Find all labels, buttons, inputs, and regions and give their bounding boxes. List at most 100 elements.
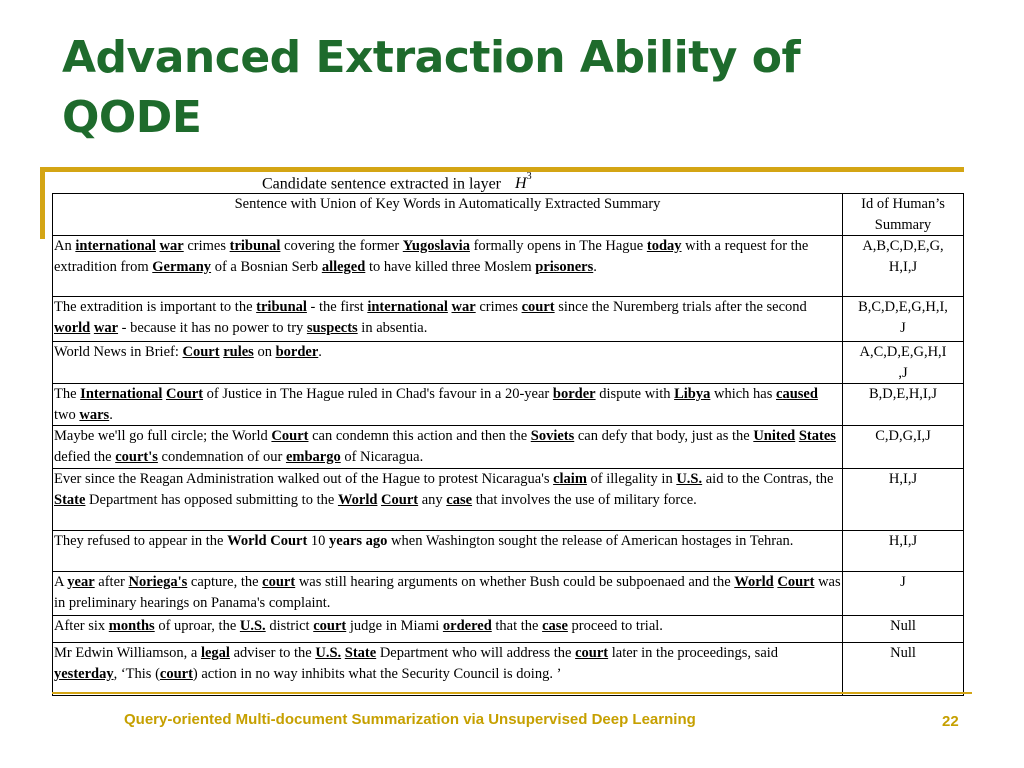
keyword: Yugoslavia <box>402 238 470 254</box>
keyword: border <box>552 386 596 402</box>
sentence-text: of Nicaragua. <box>340 448 424 465</box>
sentence-text: two <box>54 406 80 423</box>
keyword: case <box>446 491 473 508</box>
sentence-text: . <box>109 406 113 423</box>
sentence-text: crimes <box>475 299 522 315</box>
keyword: international <box>367 299 448 315</box>
keyword: world <box>54 319 91 336</box>
summary-id-cell: C,D,G,I,J <box>842 425 964 469</box>
sentence-cell: A year after Noriega's capture, the cour… <box>52 571 843 616</box>
slide-title-line-2: QODE <box>62 92 202 143</box>
sentence-cell: The International Court of Justice in Th… <box>52 383 843 426</box>
header-summary-id: Id of Human’s Summary <box>842 193 964 236</box>
sentence-text: judge in Miami <box>346 618 443 634</box>
keyword: Court <box>165 386 204 402</box>
sentence-text: . <box>318 344 322 360</box>
footer-divider <box>52 692 972 694</box>
summary-id-text: A,B,C,D,E,G, <box>862 238 944 254</box>
sentence-text: later in the proceedings, said <box>608 645 779 661</box>
keyword: International <box>80 386 163 402</box>
sentence-text: A <box>54 574 68 590</box>
extraction-table: Sentence with Union of Key Words in Auto… <box>52 193 964 696</box>
sentence-text: formally opens in The Hague <box>469 238 647 254</box>
sentence-text: Department who will address the <box>376 645 576 661</box>
keyword: case <box>542 618 568 634</box>
sentence-text: since the Nuremberg trials after the sec… <box>554 299 807 315</box>
sentence-text: crimes <box>183 238 230 254</box>
summary-id-cell: A,C,D,E,G,H,I ,J <box>842 341 964 384</box>
keyword-bold: years ago <box>329 533 388 549</box>
sentence-text: when Washington sought the release of Am… <box>387 533 794 549</box>
sentence-text: - the first <box>306 299 368 315</box>
table-row: Maybe we'll go full circle; the World Co… <box>52 425 964 469</box>
sentence-text: After six <box>54 618 109 634</box>
sentence-text: The extradition is important to the <box>54 299 257 315</box>
summary-id-cell: A,B,C,D,E,G, H,I,J <box>842 235 964 297</box>
keyword: States <box>798 428 836 444</box>
keyword: yesterday <box>54 665 114 682</box>
title-side-accent <box>40 167 45 239</box>
table-row: They refused to appear in the World Cour… <box>52 530 964 572</box>
sentence-text: can defy that body, just as the <box>574 428 754 444</box>
sentence-cell: The extradition is important to the trib… <box>52 296 843 342</box>
sentence-text: 10 <box>307 533 330 549</box>
summary-id-cell: J <box>842 571 964 616</box>
summary-id-text: A,C,D,E,G,H,I <box>859 344 947 360</box>
keyword: claim <box>553 471 587 487</box>
sentence-text: Department has opposed submitting to the <box>85 491 338 508</box>
keyword: Germany <box>152 258 212 275</box>
keyword: U.S. <box>676 471 703 487</box>
keyword: border <box>275 344 319 360</box>
sentence-text: , ‘This ( <box>113 665 160 682</box>
sentence-text: adviser to the <box>229 645 316 661</box>
slide-title-line-1: Advanced Extraction Ability of <box>62 32 801 83</box>
summary-id-text: Null <box>890 618 916 634</box>
table-caption: Candidate sentence extracted in layer H3 <box>262 171 532 193</box>
keyword: State <box>54 491 86 508</box>
sentence-text: ) action in no way inhibits what the Sec… <box>192 665 562 682</box>
sentence-text: capture, the <box>187 574 263 590</box>
keyword: Soviets <box>530 428 575 444</box>
keyword: Court <box>381 491 419 508</box>
sentence-cell: After six months of uproar, the U.S. dis… <box>52 615 843 643</box>
summary-id-cell: Null <box>842 615 964 643</box>
page-number: 22 <box>942 713 959 730</box>
sentence-text: after <box>94 574 129 590</box>
sentence-text: with a request for the extradition from <box>54 238 809 275</box>
keyword: Court <box>777 574 815 590</box>
sentence-text: in absentia. <box>357 319 428 336</box>
keyword: U.S. <box>315 645 342 661</box>
sentence-cell: World News in Brief: Court rules on bord… <box>52 341 843 384</box>
summary-id-cell: H,I,J <box>842 468 964 531</box>
summary-id-text: J <box>900 574 906 590</box>
summary-id-text: C,D,G,I,J <box>875 428 931 444</box>
sentence-text: covering the former <box>280 238 403 254</box>
summary-id-text: B,D,E,H,I,J <box>868 386 938 402</box>
table-row: The International Court of Justice in Th… <box>52 383 964 426</box>
table-row: After six months of uproar, the U.S. dis… <box>52 615 964 643</box>
summary-id-text: J <box>900 319 906 336</box>
header-sentence: Sentence with Union of Key Words in Auto… <box>52 193 843 236</box>
keyword: year <box>67 574 95 590</box>
caption-symbol: H <box>515 175 527 193</box>
sentence-text: Mr Edwin Williamson, a <box>54 645 201 661</box>
sentence-text: that involves the use of military force. <box>472 491 697 508</box>
keyword: months <box>108 618 155 634</box>
sentence-text: dispute with <box>595 386 675 402</box>
keyword: wars <box>79 406 110 423</box>
sentence-text: . <box>593 258 597 275</box>
slide-title: Advanced Extraction Ability of QODE <box>62 28 962 148</box>
keyword: court <box>313 618 347 634</box>
sentence-text: Maybe we'll go full circle; the World <box>54 428 272 444</box>
keyword: legal <box>200 645 230 661</box>
sentence-text: that the <box>491 618 543 634</box>
keyword: Noriega's <box>128 574 188 590</box>
keyword-bold: World Court <box>227 533 308 549</box>
sentence-text: which has <box>710 386 777 402</box>
keyword: United <box>753 428 796 444</box>
sentence-cell: Ever since the Reagan Administration wal… <box>52 468 843 531</box>
keyword: tribunal <box>256 299 307 315</box>
summary-id-cell: Null <box>842 642 964 696</box>
sentence-text: of Justice in The Hague ruled in Chad's … <box>203 386 553 402</box>
summary-id-cell: H,I,J <box>842 530 964 572</box>
